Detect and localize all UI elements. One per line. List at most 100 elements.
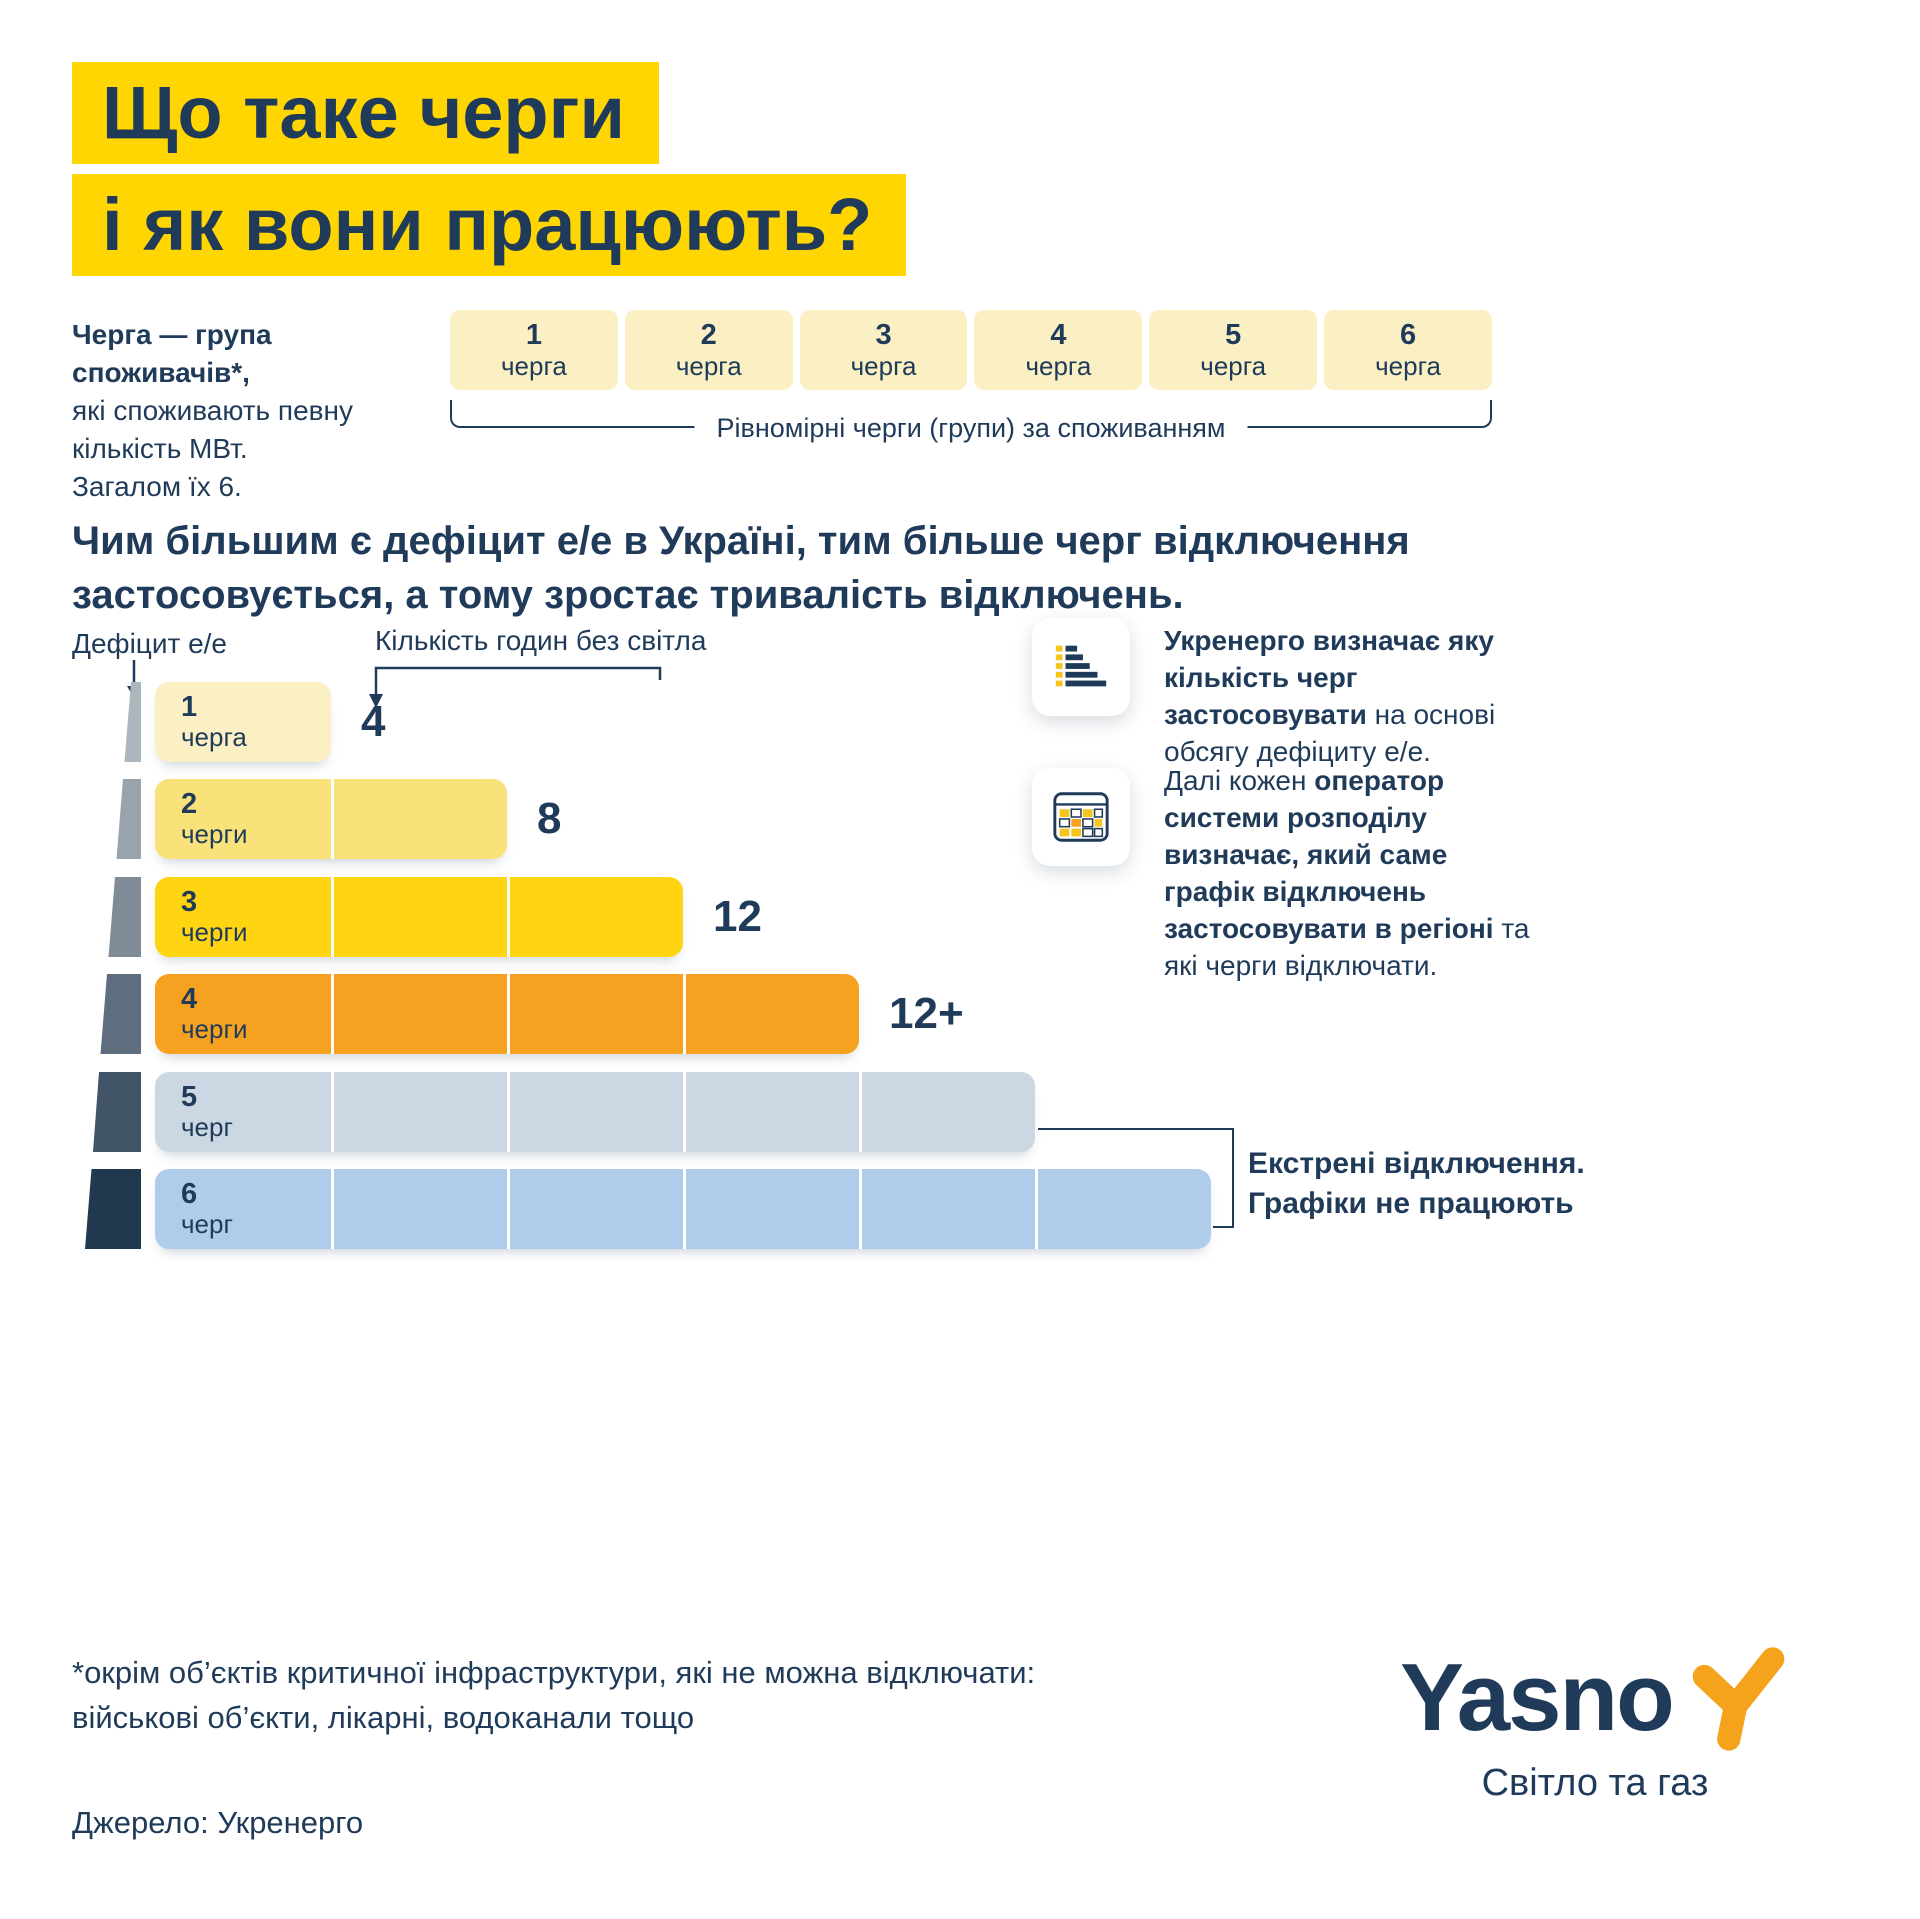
bar-value-hours: 12+ [889, 989, 964, 1038]
footnote: *окрім об’єктів критичної інфраструктури… [72, 1650, 1035, 1740]
yasno-logo-text: Yasno [1400, 1644, 1675, 1751]
footnote-line1: *окрім об’єктів критичної інфраструктури… [72, 1655, 1036, 1690]
source-note: Джерело: Укренерго [72, 1805, 364, 1840]
bar-label-num: 4 [181, 983, 198, 1015]
bar-label: 5 черг [181, 1082, 233, 1142]
segment-divider [507, 877, 510, 957]
emergency-bracket-line [1038, 1128, 1234, 1130]
bar-label-num: 1 [181, 691, 198, 723]
segment-divider [331, 974, 334, 1054]
page-title-line2: і як вони працюють? [72, 174, 907, 276]
segment-divider [507, 974, 510, 1054]
emergency-note-line2: Графіки не працюють [1248, 1187, 1574, 1220]
section-heading-line2: застосовується, а тому зростає триваліст… [72, 573, 1184, 617]
bar-label-word: черги [181, 917, 248, 947]
bar-label: 1 черга [181, 692, 247, 752]
bar-6-queues: 6 черг [155, 1169, 1211, 1249]
queue-box-word: черга [1375, 351, 1441, 381]
axis-label-deficit: Дефіцит е/е [72, 628, 227, 659]
bar-label-word: черги [181, 819, 248, 849]
bar-label-num: 2 [181, 788, 198, 820]
bar-label: 3 черги [181, 887, 247, 947]
bar-label-num: 6 [181, 1178, 198, 1210]
bar-value-hours: 8 [537, 794, 562, 843]
operator-card-icon [1032, 768, 1130, 866]
queue-box-6: 6 черга [1324, 310, 1492, 390]
bar-value-hours: 12 [713, 892, 762, 941]
yasno-y-icon [1692, 1647, 1785, 1751]
bar-label: 6 черг [181, 1179, 233, 1239]
bar-label-word: черг [181, 1209, 233, 1239]
ukrenergo-note: Укренерго визначає яку кількість черг за… [1164, 622, 1514, 770]
wedge-segment-3 [108, 877, 141, 957]
axis-label-hours: Кількість годин без світла [375, 625, 707, 656]
queue-box-3: 3 черга [799, 310, 968, 390]
queue-box-num: 1 [525, 319, 542, 351]
queue-box-word: черга [1200, 351, 1267, 381]
bar-label-num: 5 [181, 1081, 198, 1113]
segment-divider [683, 1169, 686, 1249]
queue-box-num: 5 [1225, 319, 1242, 351]
segment-divider [507, 1169, 510, 1249]
queue-box-num: 2 [700, 319, 717, 351]
segment-divider [507, 1072, 510, 1152]
bar-label: 4 черги [181, 984, 247, 1044]
operator-note: Далі кожен оператор системи розподілу ви… [1164, 762, 1534, 984]
note1-bold: Укренерго визначає яку кількість черг за… [1164, 625, 1494, 730]
bar-label-word: черг [181, 1112, 233, 1142]
footnote-line2: військові об’єкти, лікарні, водоканали т… [72, 1700, 695, 1735]
intro-lead-line3: кількість МВт. [72, 433, 248, 464]
outage-bar-chart: 1 черга 4 2 черги 8 3 чер [155, 682, 1555, 1249]
segment-divider [859, 1169, 862, 1249]
bar-4-queues: 4 черги [155, 974, 859, 1054]
ukrenergo-card-icon [1032, 618, 1130, 716]
note2-rest: та які черги відключати. [1164, 913, 1530, 981]
intro-lead-line2: які споживають певну [72, 395, 353, 426]
yasno-logo-row: Yasno [1400, 1642, 1790, 1754]
emergency-bracket-line [1213, 1226, 1234, 1228]
segment-divider [859, 1072, 862, 1152]
queue-box-2: 2 черга [624, 310, 793, 390]
note1-rest: на основі обсягу дефіциту е/е. [1164, 699, 1496, 767]
queue-boxes-row: 1 черга 2 черга 3 черга 4 черга 5 черга … [450, 310, 1492, 390]
queues-bracket: Рівномірні черги (групи) за споживанням [450, 400, 1492, 444]
deficit-wedge [85, 682, 141, 1249]
queue-box-num: 3 [875, 319, 892, 351]
segment-divider [331, 877, 334, 957]
section-heading-line1: Чим більшим є дефіцит е/е в Україні, тим… [72, 519, 1410, 563]
note2-lead: Далі кожен [1164, 765, 1315, 796]
intro-definition: Черга — група споживачів*, які споживают… [72, 316, 432, 506]
bar-label-word: черга [181, 722, 247, 752]
intro-lead-bold: Черга — група споживачів*, [72, 319, 272, 388]
emergency-note: Екстрені відключення. Графіки не працюют… [1248, 1144, 1585, 1224]
emergency-note-line1: Екстрені відключення. [1248, 1147, 1585, 1180]
wedge-segment-2 [116, 779, 141, 859]
queue-box-word: черга [675, 351, 742, 381]
segment-divider [683, 974, 686, 1054]
bar-value-hours: 4 [361, 697, 386, 746]
yasno-tagline: Світло та газ [1481, 1762, 1709, 1804]
queue-box-word: черга [1025, 351, 1092, 381]
bar-label-num: 3 [181, 886, 198, 918]
schedule-grid-icon [1053, 792, 1109, 842]
queue-box-4: 4 черга [974, 310, 1143, 390]
yasno-logo: Yasno Світло та газ [1400, 1642, 1790, 1805]
wedge-segment-1 [124, 682, 141, 762]
page-title-line1: Що таке черги [72, 62, 659, 164]
wedge-segment-5 [93, 1072, 141, 1152]
emergency-bracket-line [1232, 1128, 1234, 1228]
section-heading: Чим більшим є дефіцит е/е в Україні, тим… [72, 514, 1410, 622]
wedge-segment-6 [85, 1169, 141, 1249]
intro-lead-line4: Загалом їх 6. [72, 471, 242, 502]
hours-connector-arrow-icon [369, 666, 662, 708]
bar-label: 2 черги [181, 789, 247, 849]
queue-box-1: 1 черга [450, 310, 618, 390]
queue-box-num: 4 [1050, 319, 1067, 351]
bar-5-queues: 5 черг [155, 1072, 1035, 1152]
wedge-segment-4 [100, 974, 141, 1054]
segment-divider [331, 779, 334, 859]
bar-3-queues: 3 черги [155, 877, 683, 957]
queue-box-word: черга [850, 351, 917, 381]
queues-bracket-label: Рівномірні черги (групи) за споживанням [694, 413, 1248, 444]
